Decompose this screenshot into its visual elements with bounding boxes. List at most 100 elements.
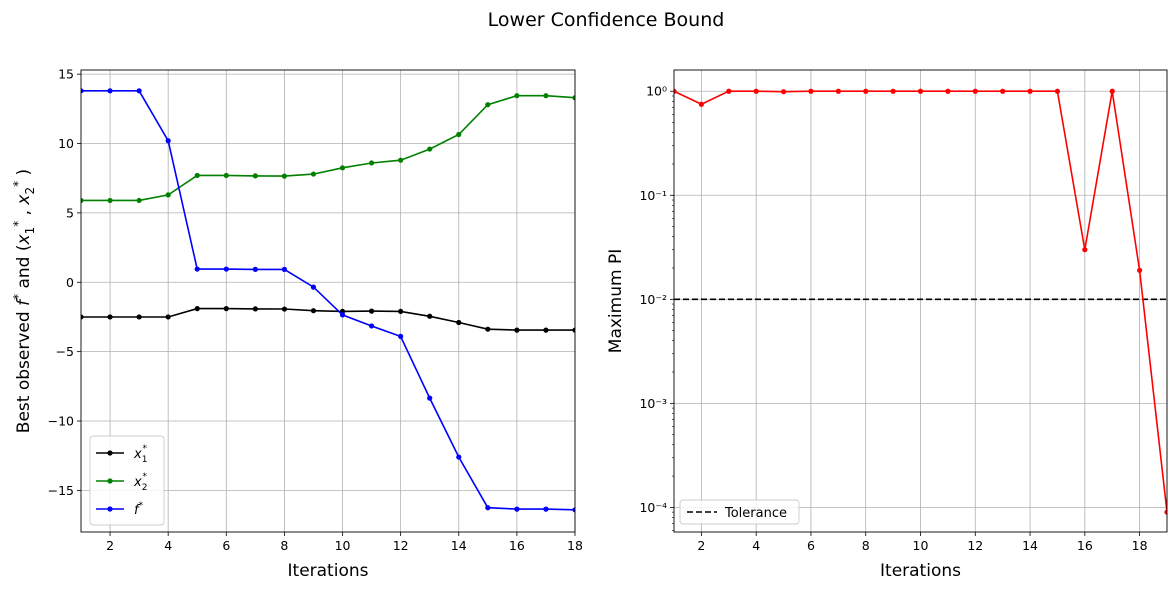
legend-label: f*	[134, 501, 144, 518]
series-line	[81, 94, 575, 202]
data-point	[485, 505, 491, 511]
data-point	[1164, 509, 1167, 515]
data-point	[368, 160, 375, 166]
data-point	[223, 172, 229, 179]
data-point	[281, 306, 288, 312]
x-tick-label: 16	[1077, 538, 1093, 553]
data-point	[136, 88, 142, 94]
data-point	[543, 506, 549, 512]
x-tick-label: 16	[509, 538, 525, 553]
x-tick-label: 14	[1022, 538, 1038, 553]
data-point	[456, 131, 462, 138]
data-point	[427, 395, 433, 401]
data-point	[427, 313, 433, 319]
data-point	[543, 327, 549, 333]
data-point	[945, 88, 951, 94]
x-axis-label: Iterations	[880, 561, 961, 581]
data-point	[917, 88, 924, 94]
data-point	[835, 88, 841, 94]
x-tick-label: 2	[697, 538, 705, 553]
legend-marker	[107, 450, 113, 456]
data-point	[136, 197, 142, 204]
x-tick-label: 18	[1132, 538, 1148, 553]
y-tick-label: −5	[56, 344, 74, 359]
series-2	[81, 93, 575, 204]
y-tick-label: −10	[48, 414, 74, 429]
y-tick-label: 10⁻²	[639, 292, 667, 307]
best-observed-chart: 2 4 6 8 10 12 14 16 18 −15 −10 −5 0 5 10 15 Iterations Be…	[11, 67, 583, 581]
series-1	[81, 306, 575, 333]
axes-frame	[80, 69, 576, 533]
figure-title: Lower Confidence Bound	[488, 9, 725, 31]
series-line	[81, 307, 575, 331]
data-point	[165, 314, 171, 320]
x-tick-label: 4	[752, 538, 760, 553]
legend-label: x1*	[133, 444, 147, 465]
data-point	[81, 197, 84, 204]
data-point	[572, 95, 575, 101]
y-axis-label: Best observed f* and (x1* , x2* )	[11, 169, 37, 433]
series-3	[81, 88, 575, 513]
x-axis-label: Iterations	[288, 561, 369, 581]
data-point	[780, 89, 787, 95]
grid	[81, 70, 576, 532]
data-point	[194, 172, 200, 179]
data-point	[368, 323, 375, 329]
x-tick-label: 10	[913, 538, 929, 553]
data-point	[514, 327, 520, 333]
x-tick-label: 14	[451, 538, 467, 553]
data-point	[572, 327, 575, 333]
data-point	[368, 308, 375, 314]
y-tick-label: −15	[48, 483, 74, 498]
data-point	[194, 306, 200, 312]
data-point	[194, 266, 200, 272]
maximum-pi-chart: 2 4 6 8 10 12 14 16 18 10⁻⁴ 10⁻³ 10⁻² 10⁻¹ 10⁰ Iterati…	[606, 69, 1168, 581]
y-tick-label: 10⁻⁴	[639, 500, 667, 515]
data-point	[485, 102, 491, 108]
data-point	[890, 88, 896, 94]
data-point	[281, 266, 288, 272]
legend: x1* x2* f*	[89, 435, 165, 526]
x-tick-label: 6	[222, 538, 230, 553]
data-point	[698, 101, 704, 107]
x-tick-label: 12	[967, 538, 983, 553]
legend-box	[679, 499, 800, 525]
legend-marker	[107, 478, 113, 484]
data-point	[398, 308, 404, 315]
data-point	[543, 93, 549, 99]
data-point	[281, 173, 288, 179]
data-point	[339, 165, 346, 171]
y-tick-label: 15	[58, 67, 74, 82]
data-point	[81, 314, 84, 320]
data-point	[1082, 247, 1088, 253]
legend-box	[89, 435, 165, 526]
grid	[674, 70, 1167, 532]
data-point	[514, 93, 520, 99]
data-point	[398, 333, 404, 339]
data-point	[808, 88, 814, 94]
x-tick-label: 4	[164, 538, 172, 553]
data-point	[165, 192, 171, 198]
data-point	[310, 171, 317, 177]
x-tick-label: 6	[807, 538, 815, 553]
x-tick-label: 2	[106, 538, 114, 553]
data-point	[1027, 88, 1033, 94]
data-point	[1000, 88, 1006, 94]
data-point	[753, 88, 759, 94]
data-point	[252, 306, 258, 312]
data-point	[136, 314, 142, 320]
series-line	[81, 90, 575, 511]
y-axis-label: Maximum PI	[606, 249, 626, 353]
data-point	[223, 266, 229, 272]
legend-marker	[107, 506, 113, 512]
data-point	[427, 146, 433, 152]
data-point	[107, 88, 113, 94]
x-tick-label: 18	[567, 538, 583, 553]
series-1	[674, 88, 1167, 515]
x-tick-label: 8	[862, 538, 870, 553]
y-tick-label: 10	[58, 136, 74, 151]
data-point	[165, 138, 171, 144]
data-point	[107, 314, 113, 320]
data-point	[1137, 267, 1143, 273]
